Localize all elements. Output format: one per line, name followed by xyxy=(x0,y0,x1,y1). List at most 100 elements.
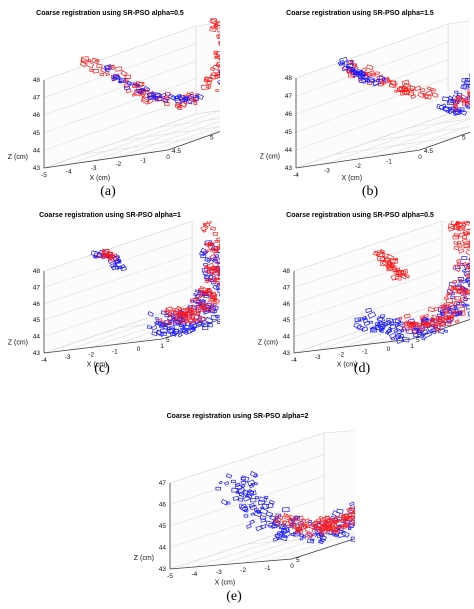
point-red xyxy=(205,84,212,89)
grid xyxy=(43,22,220,169)
chart-panel-e: Coarse registration using SR-PSO alpha=2… xyxy=(120,405,355,609)
point-blue xyxy=(217,288,220,294)
point-red xyxy=(449,314,454,318)
point-blue xyxy=(185,99,193,105)
point-red xyxy=(214,277,220,283)
point-blue xyxy=(246,490,255,496)
point-red xyxy=(434,324,441,329)
x-tick-label: -4 xyxy=(293,172,299,179)
chart-title: Coarse registration using SR-PSO alpha=1 xyxy=(39,212,181,219)
point-blue xyxy=(158,321,163,325)
point-red xyxy=(342,518,349,523)
point-red xyxy=(401,272,406,277)
point-red xyxy=(420,317,425,322)
point-red xyxy=(331,530,336,535)
point-cloud xyxy=(90,221,220,338)
point-blue xyxy=(203,275,210,280)
point-red xyxy=(169,319,176,324)
x-tick-label: -2 xyxy=(355,163,361,170)
point-blue xyxy=(348,523,355,528)
point-red xyxy=(203,79,208,83)
point-blue xyxy=(362,316,367,320)
point-blue xyxy=(455,94,464,102)
point-red xyxy=(402,89,411,96)
z-tick-label: 48 xyxy=(285,75,293,82)
point-blue xyxy=(395,335,401,340)
point-blue xyxy=(457,276,464,281)
z-tick-label: 43 xyxy=(33,165,41,172)
point-red xyxy=(452,264,462,272)
point-red xyxy=(425,90,433,96)
point-blue xyxy=(468,257,470,262)
x-axis-label: X (cm) xyxy=(89,175,110,182)
point-blue xyxy=(268,522,276,528)
point-blue xyxy=(240,476,246,481)
point-red xyxy=(347,60,353,64)
point-blue xyxy=(459,109,467,116)
point-red xyxy=(199,305,204,310)
chart-title: Coarse registration using SR-PSO alpha=2 xyxy=(166,413,309,420)
point-red xyxy=(316,527,326,535)
point-red xyxy=(198,285,207,293)
chart-panel-a: Coarse registration using SR-PSO alpha=0… xyxy=(0,0,220,205)
chart-panel-c: Coarse registration using SR-PSO alpha=1… xyxy=(0,205,220,385)
point-blue xyxy=(217,79,220,85)
chart-panel-b: Coarse registration using SR-PSO alpha=1… xyxy=(250,0,470,205)
point-blue xyxy=(367,76,376,83)
point-red xyxy=(457,243,463,249)
point-blue xyxy=(260,524,267,530)
point-red xyxy=(465,289,470,295)
point-red xyxy=(288,514,296,521)
point-red xyxy=(340,524,345,528)
point-blue xyxy=(242,489,250,496)
x-tick-label: 1 xyxy=(410,343,414,350)
x-tick-label: -3 xyxy=(216,569,222,576)
point-red xyxy=(445,292,450,297)
point-red xyxy=(96,63,103,69)
point-blue xyxy=(206,257,212,261)
z-tick-label: 44 xyxy=(285,147,293,154)
point-red xyxy=(455,95,461,101)
point-red xyxy=(182,307,187,311)
point-blue xyxy=(190,93,195,98)
point-red xyxy=(91,57,100,65)
point-red xyxy=(273,519,281,526)
point-red xyxy=(366,64,374,71)
point-blue xyxy=(162,98,169,103)
point-red xyxy=(382,76,391,84)
point-blue xyxy=(202,271,208,276)
z-tick-label: 45 xyxy=(283,317,291,324)
point-red xyxy=(210,18,218,23)
point-blue xyxy=(354,317,362,323)
point-red xyxy=(181,318,189,325)
point-red xyxy=(304,518,311,524)
point-red xyxy=(462,221,470,224)
point-red xyxy=(426,86,432,91)
point-red xyxy=(411,328,418,334)
point-blue xyxy=(389,332,397,339)
point-blue xyxy=(202,307,211,315)
point-red xyxy=(218,55,220,63)
point-blue xyxy=(174,97,183,104)
point-red xyxy=(453,224,461,231)
point-red xyxy=(162,320,170,326)
point-red xyxy=(372,250,381,257)
point-blue xyxy=(109,262,117,269)
point-red xyxy=(302,525,308,529)
point-red xyxy=(442,307,450,314)
point-red xyxy=(195,299,202,304)
x-tick-label: 1 xyxy=(160,343,164,350)
point-red xyxy=(458,248,465,254)
x-tick-label: -1 xyxy=(112,349,118,356)
z-tick-label: 45 xyxy=(33,130,41,137)
point-red xyxy=(216,237,220,242)
point-blue xyxy=(105,65,110,70)
point-blue xyxy=(461,256,468,261)
point-blue xyxy=(231,487,239,493)
y-tick-label: 4.5 xyxy=(172,148,181,155)
point-red xyxy=(193,101,198,106)
point-red xyxy=(402,325,410,332)
point-blue xyxy=(266,502,274,509)
point-red xyxy=(131,92,137,97)
point-red xyxy=(419,87,426,93)
